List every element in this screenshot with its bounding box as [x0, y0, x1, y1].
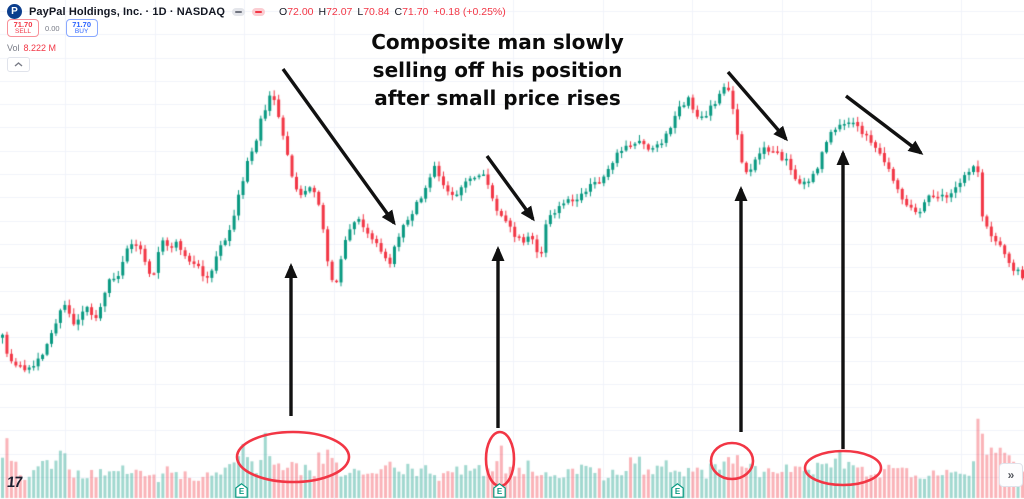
volume-label: Vol	[7, 43, 20, 53]
earnings-marker-icon[interactable]: E	[670, 483, 684, 498]
chevron-up-icon	[14, 62, 23, 67]
minimize-icon[interactable]	[232, 7, 246, 16]
annotation-line-1: Composite man slowly	[371, 30, 624, 54]
earnings-marker-icon[interactable]: E	[234, 483, 248, 498]
alert-flag-icon[interactable]	[252, 7, 266, 16]
annotation-line-3: after small price rises	[374, 86, 621, 110]
trade-panel: 71.70 SELL 0.00 71.70 BUY	[7, 19, 98, 37]
symbol-title[interactable]: PayPal Holdings, Inc. · 1D · NASDAQ	[29, 5, 226, 18]
close-value: 71.70	[402, 5, 429, 18]
ohlc-readout: O72.00 H72.07 L70.84 C71.70 +0.18 (+0.25…	[279, 5, 506, 18]
spread-value: 0.00	[45, 23, 60, 33]
volume-readout: Vol 8.222 M	[7, 43, 56, 53]
tradingview-logo-icon[interactable]: 17	[6, 474, 23, 491]
chart-annotation-text[interactable]: Composite man slowly selling off his pos…	[340, 28, 655, 112]
open-value: 72.00	[287, 5, 314, 18]
collapse-panel-button[interactable]	[7, 57, 30, 72]
svg-text:E: E	[496, 487, 502, 496]
earnings-marker-icon[interactable]: E	[492, 483, 506, 498]
sell-button[interactable]: 71.70 SELL	[7, 19, 39, 37]
low-value: 70.84	[363, 5, 390, 18]
svg-text:E: E	[238, 487, 244, 496]
svg-text:E: E	[674, 487, 680, 496]
go-to-latest-button[interactable]: »	[999, 463, 1023, 487]
buy-button[interactable]: 71.70 BUY	[65, 19, 98, 37]
double-chevron-right-icon: »	[1007, 468, 1015, 482]
change-value: +0.18 (+0.25%)	[433, 5, 506, 18]
paypal-logo-icon: P	[7, 4, 22, 19]
volume-value: 8.222 M	[23, 43, 57, 53]
high-value: 72.07	[326, 5, 353, 18]
symbol-header: P PayPal Holdings, Inc. · 1D · NASDAQ O7…	[7, 4, 506, 19]
annotation-line-2: selling off his position	[372, 58, 623, 82]
